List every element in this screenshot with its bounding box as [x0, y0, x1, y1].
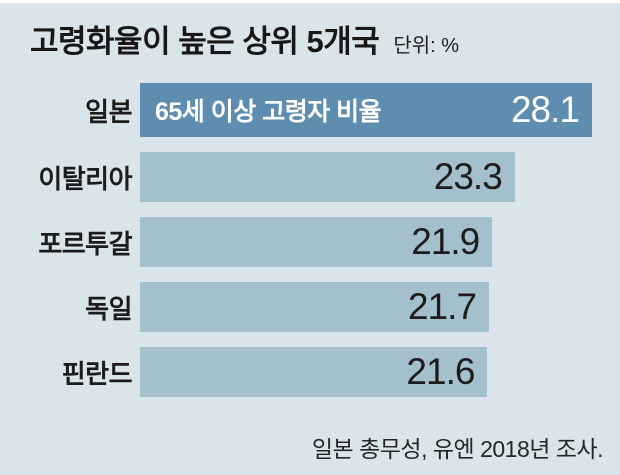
country-label: 독일 — [85, 293, 132, 324]
top-border — [0, 0, 620, 3]
bar-row: 포르투갈 21.9 — [0, 217, 620, 267]
bar-value: 21.9 — [411, 221, 480, 262]
bar-track: 21.6 — [140, 347, 620, 397]
bar: 65세 이상 고령자 비율 28.1 — [140, 83, 592, 137]
bar-track: 21.9 — [140, 217, 620, 267]
bar: 21.9 — [140, 217, 493, 267]
bar-value: 28.1 — [510, 89, 580, 130]
chart-header: 고령화율이 높은 상위 5개국 단위: % — [30, 16, 459, 61]
country-label: 핀란드 — [61, 358, 133, 389]
bar-row: 핀란드 21.6 — [0, 347, 620, 397]
bar-inline-label: 65세 이상 고령자 비율 — [155, 98, 382, 126]
bar-track: 23.3 — [140, 152, 620, 202]
source-note: 일본 총무성, 유엔 2018년 조사. — [311, 436, 604, 462]
bar: 23.3 — [140, 152, 515, 202]
bar-track: 21.7 — [140, 282, 620, 332]
bar-row: 일본 65세 이상 고령자 비율 28.1 — [0, 83, 620, 137]
country-label: 일본 — [85, 96, 132, 127]
bar-track: 65세 이상 고령자 비율 28.1 — [140, 83, 620, 137]
chart-title: 고령화율이 높은 상위 5개국 — [30, 24, 380, 59]
bar-chart: 일본 65세 이상 고령자 비율 28.1 이탈리아 23.3 포르투갈 21.9 독일 21.… — [0, 83, 620, 412]
bar-value: 23.3 — [433, 156, 503, 197]
bar-row: 독일 21.7 — [0, 282, 620, 332]
bar-row: 이탈리아 23.3 — [0, 152, 620, 202]
unit-label: 단위: % — [393, 35, 460, 57]
bar-value: 21.6 — [406, 351, 475, 392]
bar-value: 21.7 — [408, 286, 477, 327]
country-label: 포르투갈 — [38, 228, 132, 259]
bar: 21.7 — [140, 282, 490, 332]
bar: 21.6 — [140, 347, 488, 397]
country-label: 이탈리아 — [38, 163, 132, 194]
